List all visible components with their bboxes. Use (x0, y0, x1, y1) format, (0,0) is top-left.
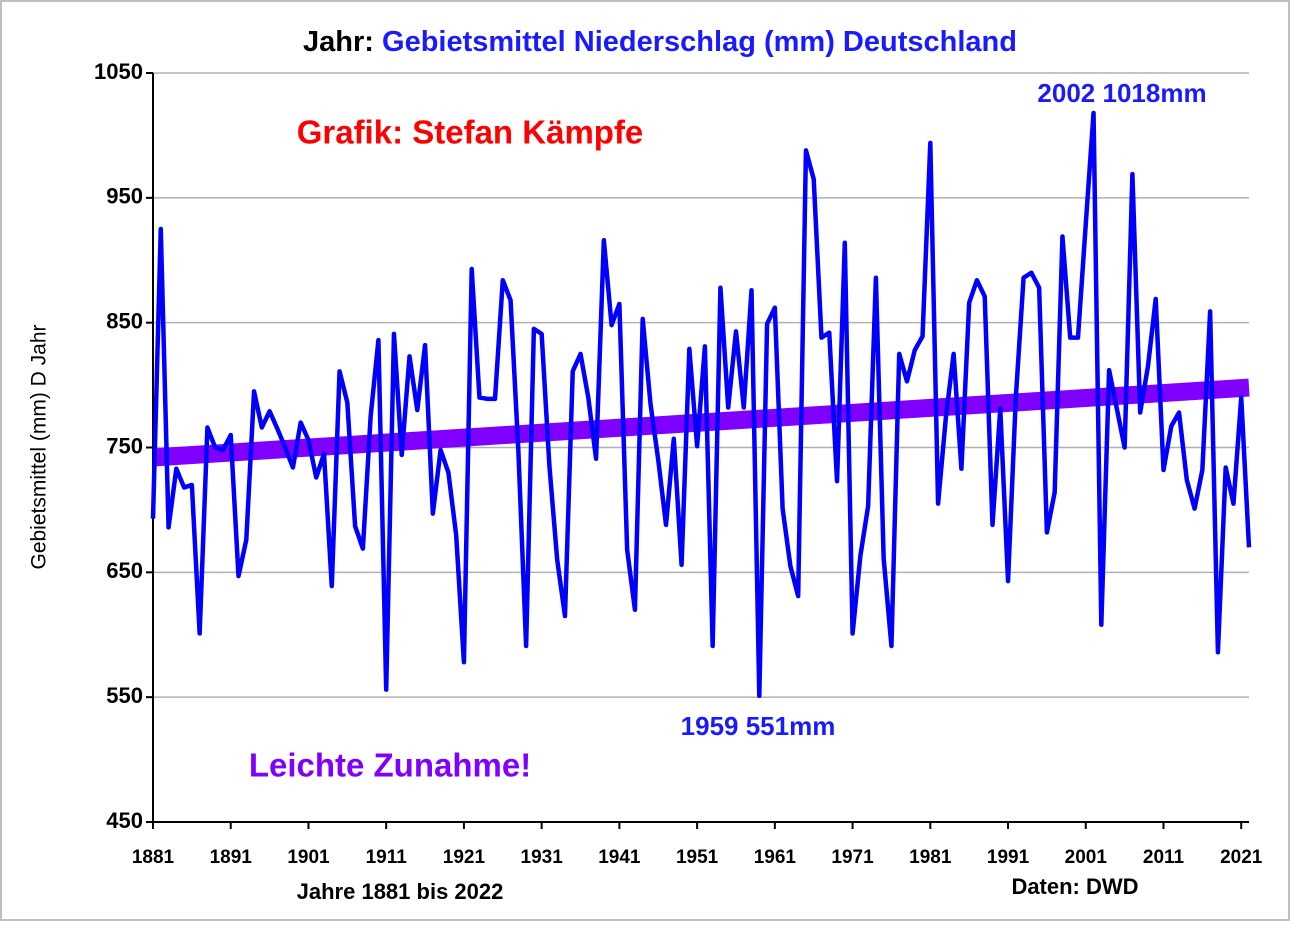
y-tick-label: 950 (106, 184, 143, 209)
x-tick-label: 2021 (1220, 847, 1263, 868)
x-tick-label: 1971 (831, 847, 874, 868)
annotation: 1959 551mm (681, 711, 836, 741)
y-tick-label: 550 (106, 683, 143, 708)
y-tick-label: 1050 (94, 59, 143, 84)
source-note: Daten: DWD (1011, 874, 1138, 899)
title-text: Gebietsmittel Niederschlag (mm) Deutschl… (382, 26, 1017, 58)
x-tick-label: 1991 (987, 847, 1030, 868)
x-tick-label: 1931 (521, 847, 564, 868)
y-tick-label: 750 (106, 433, 143, 458)
data-line (150, 110, 1252, 699)
y-tick-label: 450 (106, 808, 143, 833)
chart-title: Jahr: Gebietsmittel Niederschlag (mm) De… (303, 26, 1017, 58)
x-tick-label: 1891 (210, 847, 253, 868)
y-axis-label: Gebietsmittel (mm) D Jahr (28, 324, 51, 569)
x-tick-label: 1881 (132, 847, 175, 868)
x-tick-label: 1921 (443, 847, 486, 868)
x-tick-label: 1941 (598, 847, 641, 868)
y-tick-label: 650 (106, 558, 143, 583)
x-tick-label: 1911 (366, 847, 408, 868)
annotation: 2002 1018mm (1037, 78, 1206, 108)
x-tick-label: 1901 (287, 847, 330, 868)
title-prefix: Jahr: (303, 26, 374, 58)
x-axis-label: Jahre 1881 bis 2022 (297, 879, 504, 904)
x-tick-label: 2001 (1065, 847, 1108, 868)
annotation: Leichte Zunahme! (249, 747, 531, 784)
y-tick-label: 850 (106, 308, 143, 333)
x-tick-label: 2011 (1143, 847, 1185, 868)
x-tick-label: 1981 (909, 847, 952, 868)
x-tick-label: 1961 (754, 847, 797, 868)
annotation: Grafik: Stefan Kämpfe (297, 114, 644, 151)
x-tick-label: 1951 (676, 847, 719, 868)
